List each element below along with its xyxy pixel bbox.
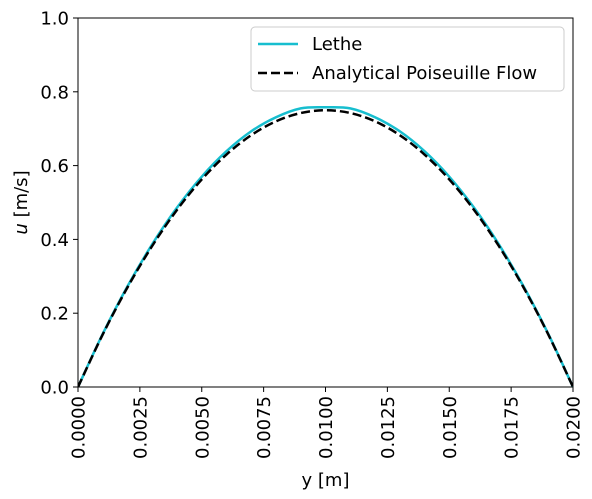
legend-label-analytical: Analytical Poiseuille Flow	[312, 63, 537, 84]
x-tick-label: 0.0175	[502, 396, 523, 459]
x-axis-label: y [m]	[302, 470, 350, 491]
series-layer	[78, 105, 573, 387]
legend-label-lethe: Lethe	[312, 34, 362, 55]
x-tick-label: 0.0075	[254, 396, 275, 459]
legend-box	[250, 26, 565, 92]
x-tick-label: 0.0200	[564, 396, 585, 459]
y-tick-label: 0.0	[40, 378, 69, 399]
y-tick-label: 0.4	[40, 230, 69, 251]
x-axis: 0.0000 0.0025 0.0050 0.0075 0.0100 0.0125 0.01…	[69, 387, 585, 459]
y-axis-label: u [m/s]	[11, 170, 32, 234]
x-tick-label: 0.0000	[69, 396, 90, 459]
y-axis: 0.0 0.2 0.4 0.6 0.8 1.0	[40, 9, 78, 399]
y-tick-label: 0.8	[40, 82, 69, 103]
x-tick-label: 0.0125	[378, 396, 399, 459]
x-tick-label: 0.0150	[440, 396, 461, 459]
legend: Lethe Analytical Poiseuille Flow	[250, 26, 565, 92]
x-tick-label: 0.0050	[192, 396, 213, 459]
y-axis-label-unit: [m/s]	[11, 170, 32, 223]
series-line-analytical	[78, 108, 573, 387]
x-tick-label: 0.0100	[316, 396, 337, 459]
x-tick-label: 0.0025	[130, 396, 151, 459]
y-tick-label: 1.0	[40, 9, 69, 30]
y-tick-label: 0.6	[40, 156, 69, 177]
y-axis-label-variable: u	[11, 223, 32, 234]
y-tick-label: 0.2	[40, 304, 69, 325]
